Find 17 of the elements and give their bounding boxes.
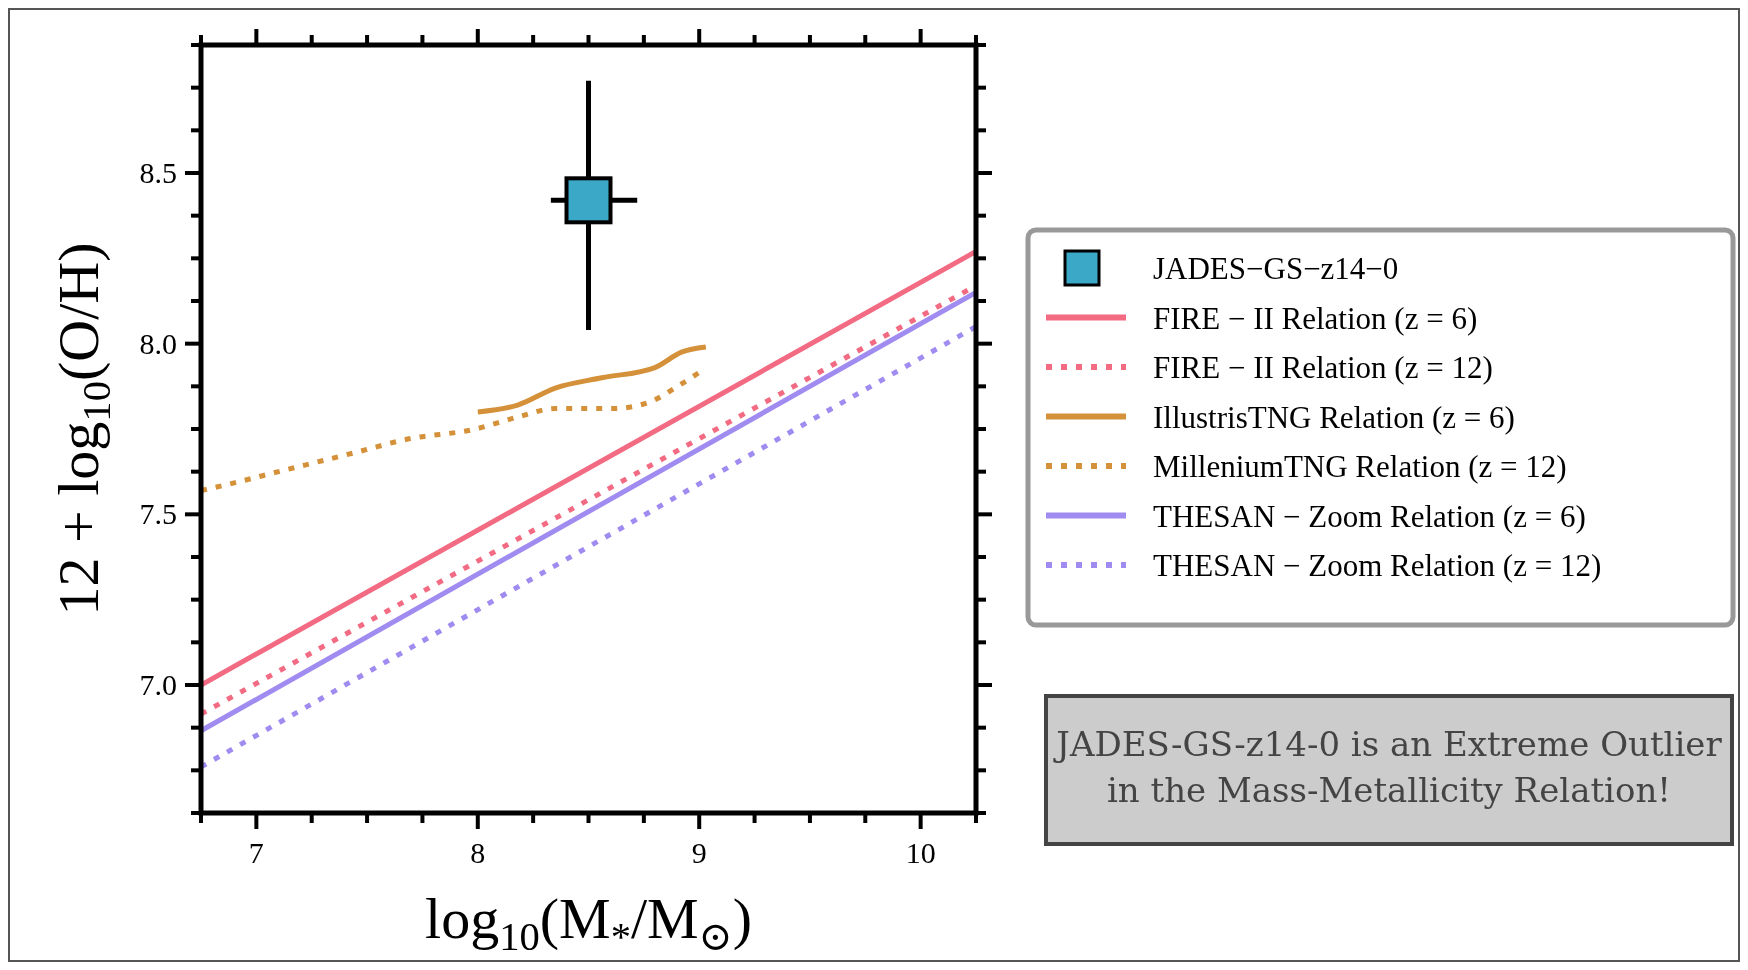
y-tick-label: 7.0 — [139, 668, 177, 701]
x-axis-title: log$_{10}$(M$_{*}$/M$_{⊙}$) — [425, 886, 752, 960]
x-tick-label: 10 — [905, 836, 936, 869]
x-tick-label: 9 — [691, 836, 707, 869]
legend-label: THESAN − Zoom Relation (z = 12) — [1153, 548, 1602, 583]
x-tick-label: 7 — [248, 836, 264, 869]
legend-label: FIRE − II Relation (z = 12) — [1153, 350, 1493, 385]
legend-label: THESAN − Zoom Relation (z = 6) — [1153, 498, 1586, 534]
y-tick-label: 8.0 — [139, 326, 177, 360]
legend-label: IllustrisTNG Relation (z = 6) — [1153, 399, 1515, 435]
legend-label: MilleniumTNG Relation (z = 12) — [1153, 449, 1567, 484]
text: JADES-GS-z14-0 is an Extreme Outlier in the Mass-Metallicity Relation! — [1053, 724, 1723, 810]
legend-label: JADES−GS−z14−0 — [1153, 251, 1399, 286]
legend-label: FIRE − II Relation (z = 6) — [1153, 300, 1478, 336]
x-tick-label: 8 — [470, 836, 486, 869]
y-tick-label: 7.5 — [139, 497, 177, 531]
y-tick-label: 8.5 — [139, 156, 177, 189]
